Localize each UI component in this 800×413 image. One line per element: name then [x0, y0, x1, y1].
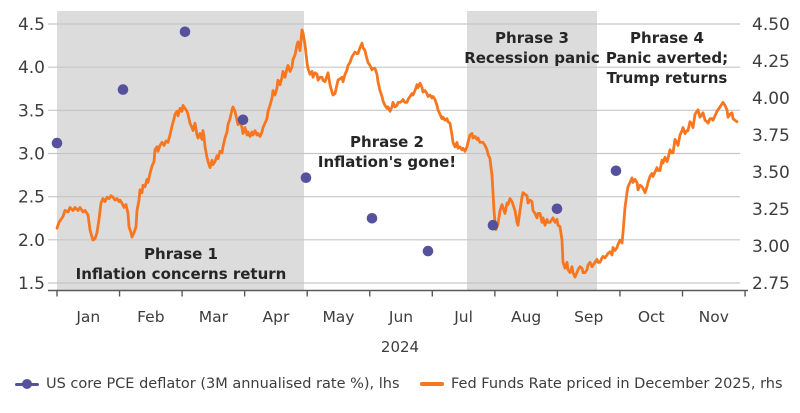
left-axis-label: 1.5 — [18, 274, 45, 294]
fed-funds-line — [55, 28, 739, 279]
left-axis-label: 4.0 — [18, 58, 45, 78]
x-tick-label-apr: Apr — [263, 308, 290, 326]
legend-label-pce: US core PCE deflator (3M annualised rate… — [46, 376, 400, 392]
x-axis-title: 2024 — [380, 338, 420, 356]
pce-line-dot-marker-icon — [15, 379, 39, 390]
legend-item-pce: US core PCE deflator (3M annualised rate… — [15, 373, 400, 395]
pce-dot-apr — [237, 114, 249, 126]
pce-dots — [51, 26, 622, 257]
pce-dot-aug — [487, 219, 499, 231]
pce-dot-sep — [551, 203, 563, 215]
right-axis-label: 3.00 — [752, 237, 790, 257]
right-axis-label: 2.75 — [752, 274, 790, 294]
fed-funds-line-marker-icon — [420, 382, 444, 386]
right-axis-label: 3.75 — [752, 126, 790, 146]
x-tick-label-nov: Nov — [699, 308, 729, 326]
left-axis-labels: 4.5 4.0 3.5 3.0 2.5 2.0 1.5 — [18, 15, 45, 294]
right-axis-label: 3.25 — [752, 200, 790, 220]
left-axis-label: 4.5 — [18, 15, 45, 35]
pce-dot-oct — [610, 165, 622, 177]
x-tick-labels: Jan Feb Mar Apr May Jun Jul Aug Sep Oct Nov — [75, 308, 729, 326]
x-tick-label-aug: Aug — [511, 308, 541, 326]
phase-band-3 — [467, 11, 597, 290]
legend-label-fed-funds: Fed Funds Rate priced in December 2025, … — [451, 376, 783, 392]
x-tick-label-mar: Mar — [199, 308, 229, 326]
x-tick-label-jul: Jul — [453, 308, 473, 326]
pce-dot-feb — [117, 84, 129, 95]
right-axis-label: 4.50 — [752, 15, 790, 35]
pce-dot-may — [300, 172, 312, 183]
right-axis-label: 4.00 — [752, 89, 790, 109]
x-tick-label-oct: Oct — [638, 308, 665, 326]
legend-item-fed-funds: Fed Funds Rate priced in December 2025, … — [420, 373, 783, 395]
pce-dot-mar — [179, 26, 191, 38]
x-axis-ticks — [56, 290, 746, 297]
left-axis-label: 2.0 — [18, 231, 45, 251]
pce-dot-jun — [366, 213, 378, 224]
pce-dot-jan — [51, 137, 63, 149]
legend: US core PCE deflator (3M annualised rate… — [0, 373, 800, 395]
left-axis-label: 3.5 — [18, 101, 45, 121]
x-tick-label-may: May — [322, 308, 354, 326]
right-axis-label: 3.50 — [752, 163, 790, 183]
pce-dot-jul — [422, 245, 434, 257]
x-tick-label-jan: Jan — [75, 308, 100, 326]
gridlines — [48, 23, 740, 284]
x-tick-label-feb: Feb — [137, 308, 164, 326]
left-axis-label: 2.5 — [18, 188, 45, 208]
phase-bands — [57, 11, 597, 290]
right-axis-label: 4.25 — [752, 52, 790, 72]
plot-area: Jan Feb Mar Apr May Jun Jul Aug Sep Oct Nov 4.5 4.0 3… — [18, 11, 790, 326]
x-tick-label-sep: Sep — [574, 308, 603, 326]
x-tick-label-jun: Jun — [388, 308, 413, 326]
phase-band-1 — [57, 11, 304, 290]
right-axis-labels: 4.50 4.25 4.00 3.75 3.50 3.25 3.00 2.75 — [752, 15, 790, 294]
left-axis-label: 3.0 — [18, 145, 45, 165]
